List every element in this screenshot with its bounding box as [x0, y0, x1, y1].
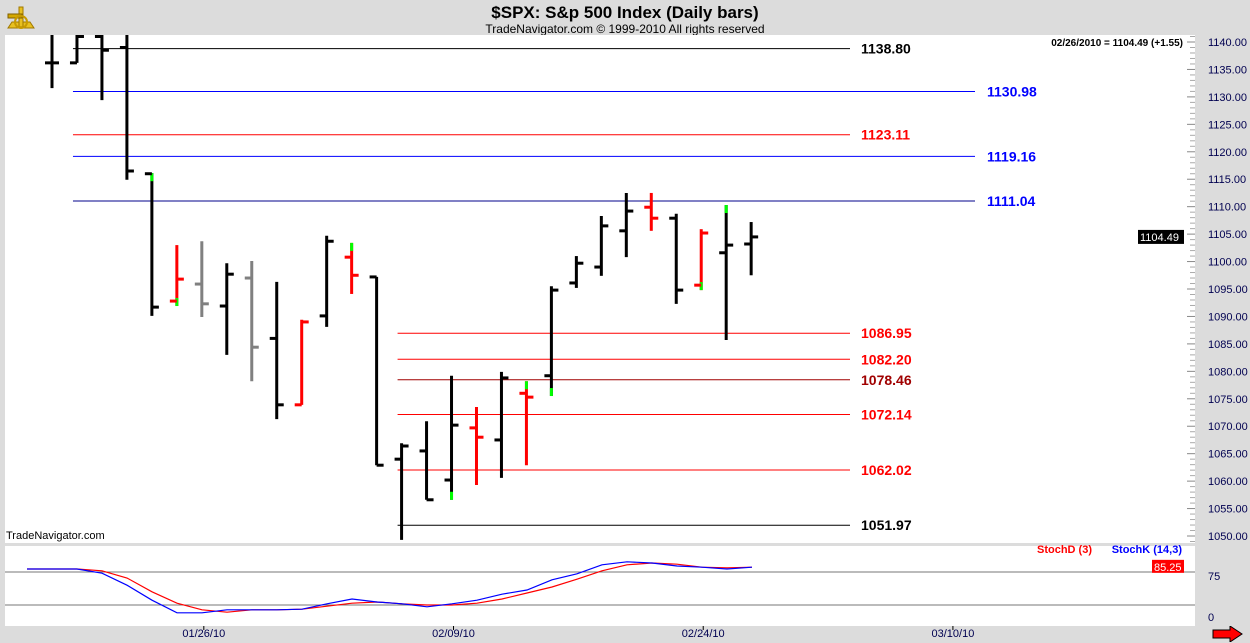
price-bar [194, 241, 209, 317]
y-tick-label: 1135.00 [1208, 64, 1247, 76]
price-bar [469, 407, 484, 485]
y-tick-label: 1130.00 [1208, 92, 1247, 104]
y-tick-label: 1075.00 [1208, 394, 1248, 406]
price-bar [94, 35, 109, 101]
price-bar [569, 256, 584, 288]
copyright-text: TradeNavigator.com © 1999-2010 All right… [485, 22, 765, 36]
price-bar [45, 35, 59, 89]
stoch-tick-label: 0 [1208, 612, 1214, 624]
stochastic-plot-area [5, 546, 1195, 626]
price-bar [294, 319, 309, 407]
price-bar [644, 192, 659, 231]
stoch-tick-label: 75 [1208, 571, 1220, 583]
price-bar [519, 381, 534, 466]
level-label: 1086.95 [861, 325, 912, 341]
stochk-line [27, 561, 753, 614]
level-label: 1062.02 [861, 462, 912, 478]
price-bar [269, 281, 284, 420]
price-bar [219, 263, 234, 355]
price-bar [244, 261, 259, 382]
price-bar [344, 242, 359, 294]
level-label: 1119.16 [987, 148, 1036, 164]
price-bar [369, 275, 384, 467]
price-bar [319, 235, 334, 327]
x-tick-label: 01/26/10 [182, 628, 225, 640]
price-bar [594, 216, 609, 276]
x-tick-label: 02/09/10 [432, 628, 475, 640]
price-bar [694, 229, 709, 291]
x-tick-label: 02/24/10 [682, 628, 725, 640]
price-plot-area [5, 35, 1195, 543]
stochd-legend: StochD (3) [1037, 544, 1092, 556]
level-label: 1082.20 [861, 351, 912, 367]
y-tick-label: 1110.00 [1208, 202, 1246, 214]
price-readout: 02/26/2010 = 1104.49 (+1.55) [1051, 38, 1183, 49]
chart-title: $SPX: S&p 500 Index (Daily bars) [491, 3, 759, 22]
y-tick-label: 1065.00 [1208, 449, 1248, 461]
y-tick-label: 1090.00 [1208, 311, 1248, 323]
price-bar [394, 443, 409, 540]
price-bar [744, 222, 759, 276]
stochk-legend: StochK (14,3) [1112, 544, 1183, 556]
watermark-text: TradeNavigator.com [6, 530, 105, 542]
y-tick-label: 1095.00 [1208, 284, 1248, 296]
y-tick-label: 1060.00 [1208, 476, 1248, 488]
stoch-last-label: 85.25 [1154, 562, 1182, 574]
y-tick-label: 1125.00 [1208, 119, 1247, 131]
y-tick-label: 1115.00 [1208, 174, 1246, 186]
level-label: 1111.04 [987, 193, 1036, 209]
last-price-label: 1104.49 [1140, 232, 1179, 244]
price-bar [619, 192, 634, 258]
price-bar [719, 205, 734, 341]
level-label: 1078.46 [861, 372, 912, 388]
y-tick-label: 1070.00 [1208, 421, 1248, 433]
y-tick-label: 1105.00 [1208, 229, 1247, 241]
level-label: 1130.98 [987, 84, 1037, 100]
x-tick-label: 03/10/10 [932, 628, 975, 640]
stoch-last-box [1152, 559, 1184, 573]
y-tick-label: 1140.00 [1208, 37, 1247, 49]
price-bar [494, 371, 509, 478]
price-bar [419, 421, 434, 502]
price-bar [544, 286, 559, 397]
price-bar [169, 245, 184, 307]
price-bar [119, 35, 134, 180]
price-bar [669, 213, 684, 304]
trade-navigator-logo-icon [4, 4, 38, 34]
y-tick-label: 1055.00 [1208, 504, 1248, 516]
y-tick-label: 1085.00 [1208, 339, 1248, 351]
level-label: 1138.80 [861, 41, 911, 57]
price-bar [444, 375, 459, 500]
y-tick-label: 1080.00 [1208, 366, 1248, 378]
level-label: 1051.97 [861, 517, 912, 533]
y-tick-label: 1100.00 [1208, 257, 1247, 269]
level-label: 1123.11 [861, 127, 910, 143]
price-bar [69, 35, 84, 65]
price-bar [144, 172, 159, 316]
last-price-box [1138, 229, 1184, 244]
y-tick-label: 1050.00 [1208, 531, 1248, 543]
y-tick-label: 1120.00 [1208, 147, 1247, 159]
level-label: 1072.14 [861, 406, 912, 422]
